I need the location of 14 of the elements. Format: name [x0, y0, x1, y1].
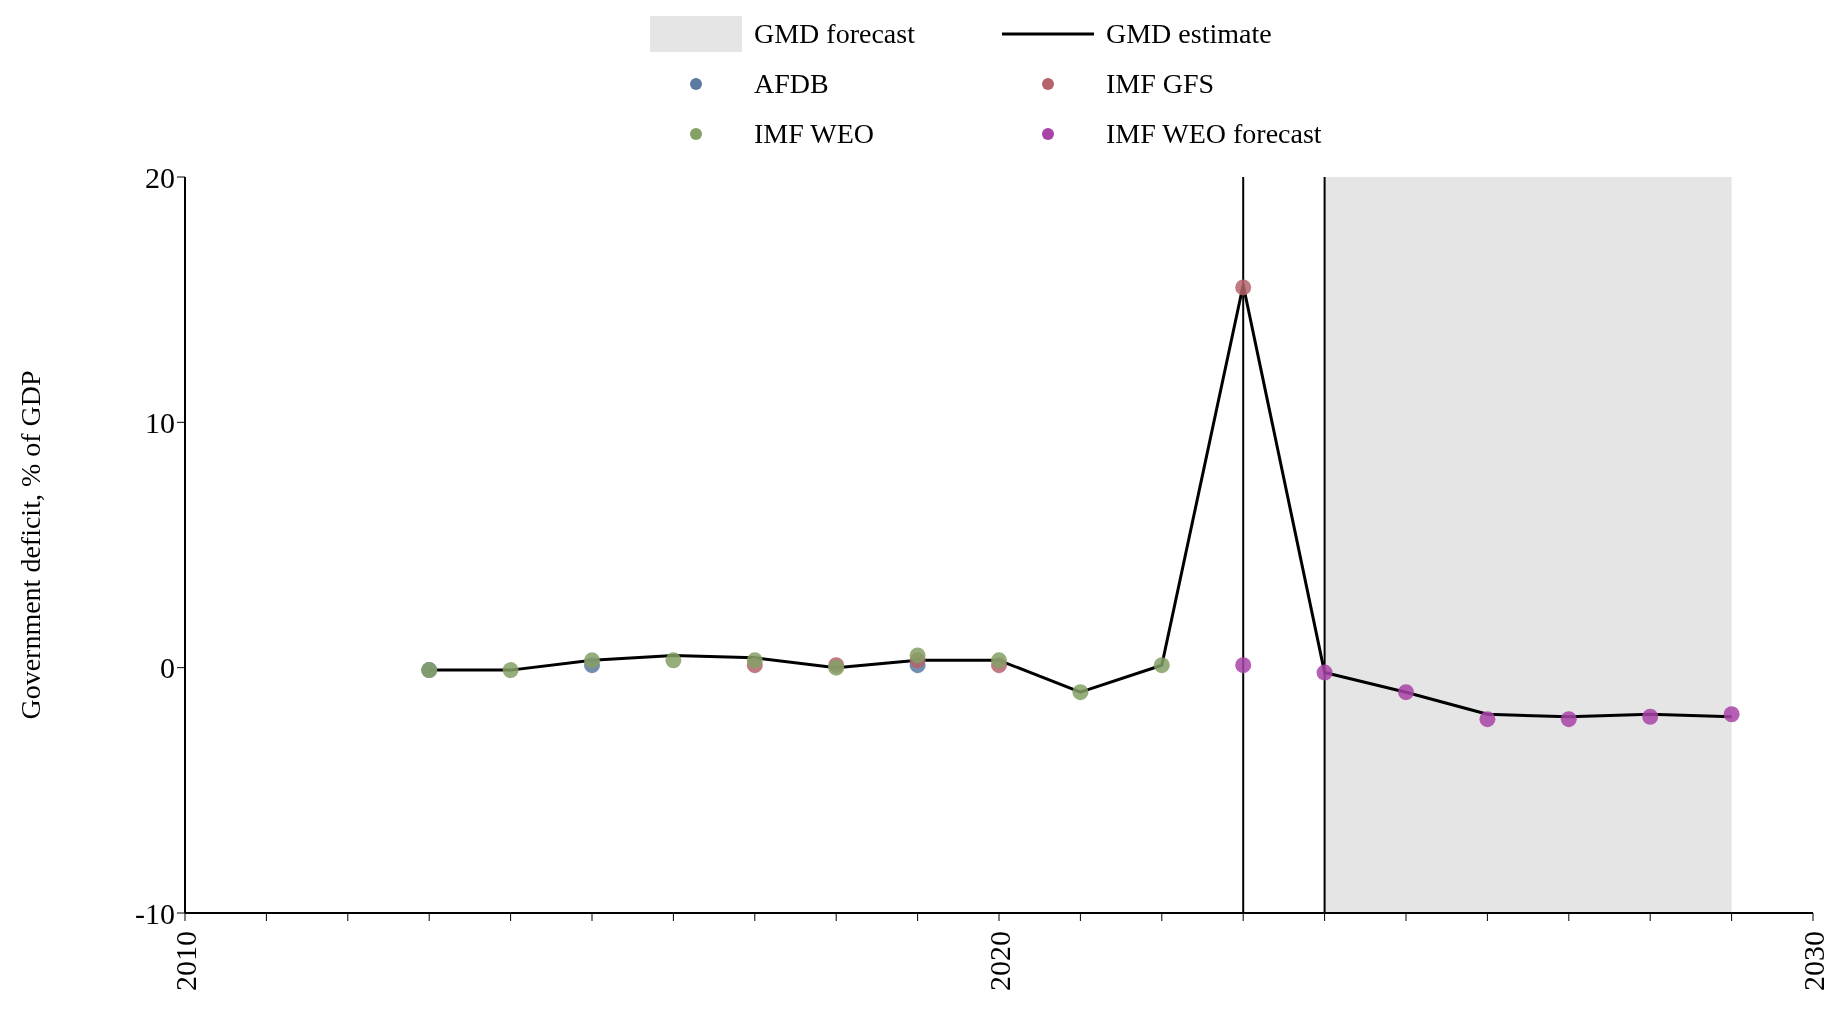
y-tick-label: 20: [145, 160, 175, 194]
legend-label: IMF WEO: [754, 118, 875, 150]
legend-label: AFDB: [754, 68, 829, 100]
x-tick-label: 2010: [168, 931, 202, 991]
legend-label: GMD estimate: [1106, 18, 1272, 50]
x-tick-label: 2030: [1796, 931, 1830, 991]
y-tick-label: 0: [160, 651, 175, 685]
x-tick-label: 2020: [982, 931, 1016, 991]
y-tick-label: -10: [135, 896, 175, 930]
legend-label: IMF GFS: [1106, 68, 1215, 100]
y-axis-title: Government deficit, % of GDP: [14, 370, 46, 720]
legend-label: GMD forecast: [754, 18, 915, 50]
y-tick-label: 10: [145, 405, 175, 439]
legend-label: IMF WEO forecast: [1106, 118, 1322, 150]
